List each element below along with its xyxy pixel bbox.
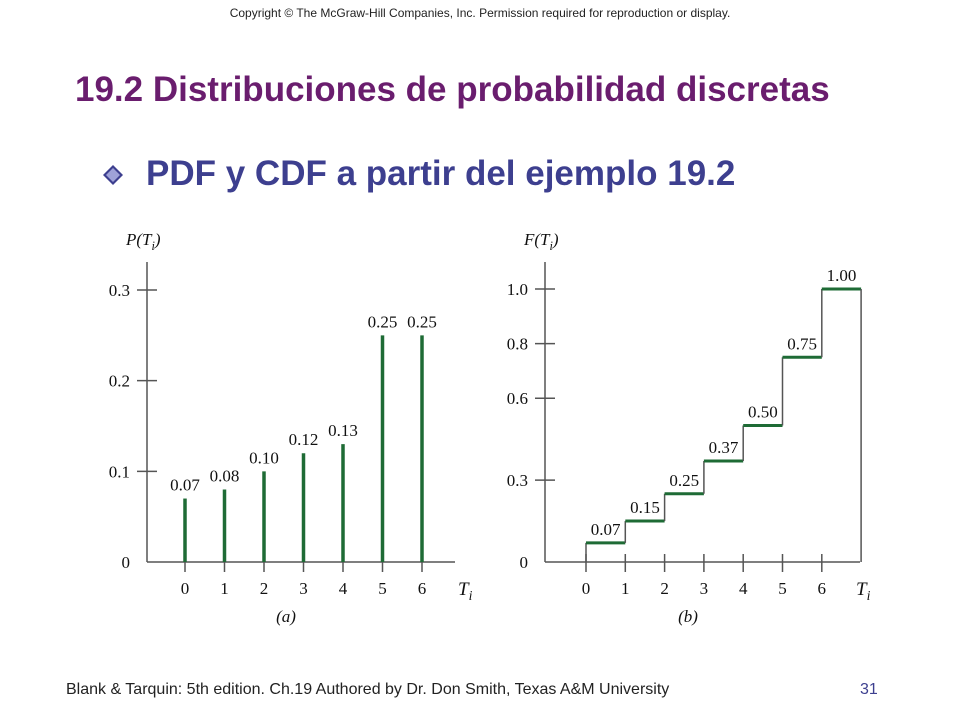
cdf-x-tick-label: 6 (818, 579, 827, 598)
pdf-data-label: 0.25 (407, 312, 437, 331)
pdf-x-axis-label: Ti (458, 579, 473, 603)
pdf-x-tick-label: 3 (299, 579, 308, 598)
pdf-data-label: 0.25 (368, 312, 398, 331)
cdf-x-tick-label: 4 (739, 579, 748, 598)
cdf-y-tick-label: 0.6 (507, 389, 528, 408)
cdf-chart: 00.30.60.81.00 1 2 3 4 5 60.070.150.250.370.50… (507, 230, 871, 626)
cdf-y-tick-label: 1.0 (507, 280, 528, 299)
cdf-data-label: 0.50 (748, 403, 778, 422)
copyright-notice: Copyright © The McGraw-Hill Companies, I… (229, 6, 731, 20)
cdf-data-label: 0.25 (669, 471, 699, 490)
cdf-x-tick-label: 0 (582, 579, 591, 598)
pdf-y-tick-label: 0.1 (109, 462, 130, 481)
cdf-data-label: 0.75 (787, 334, 817, 353)
cdf-x-tick-label: 3 (700, 579, 709, 598)
diamond-bullet-icon (103, 165, 123, 185)
pdf-x-tick-label: 1 (220, 579, 229, 598)
pdf-x-tick-label: 6 (418, 579, 427, 598)
pdf-panel-label: (a) (276, 607, 296, 626)
footer-credit: Blank & Tarquin: 5th edition. Ch.19 Auth… (66, 681, 670, 698)
cdf-data-label: 0.07 (591, 520, 621, 539)
cdf-panel-label: (b) (678, 607, 698, 626)
pdf-data-label: 0.13 (328, 421, 358, 440)
cdf-data-label: 0.37 (709, 438, 739, 457)
page-number: 31 (860, 681, 878, 698)
cdf-x-tick-label: 5 (778, 579, 787, 598)
cdf-x-tick-label: 1 (621, 579, 630, 598)
slide-title: 19.2 Distribuciones de probabilidad disc… (75, 70, 830, 109)
cdf-x-tick-label: 2 (660, 579, 669, 598)
pdf-data-label: 0.08 (210, 466, 240, 485)
pdf-x-tick-label: 0 (181, 579, 190, 598)
cdf-y-tick-label: 0.3 (507, 471, 528, 490)
pdf-data-label: 0.07 (170, 476, 200, 495)
slide-subtitle: PDF y CDF a partir del ejemplo 19.2 (146, 154, 736, 193)
cdf-data-label: 1.00 (827, 266, 857, 285)
pdf-y-tick-label: 0.3 (109, 281, 130, 300)
pdf-y-tick-label: 0 (122, 553, 131, 572)
pdf-x-tick-label: 4 (339, 579, 348, 598)
pdf-x-tick-label: 2 (260, 579, 269, 598)
cdf-x-axis-label: Ti (856, 579, 871, 603)
pdf-y-axis-label: P(Ti) (125, 230, 161, 253)
pdf-x-tick-label: 5 (378, 579, 387, 598)
pdf-chart: 0 0.1 0.2 0.3 0 0.07 1 0.08 2 0.10 3 0.12 4 0.13 5 0.25… (109, 230, 473, 626)
cdf-y-axis-label: F(Ti) (523, 230, 559, 253)
cdf-y-tick-label: 0 (520, 553, 529, 572)
cdf-data-label: 0.15 (630, 498, 660, 517)
pdf-data-label: 0.12 (289, 430, 319, 449)
pdf-data-label: 0.10 (249, 448, 279, 467)
pdf-y-tick-label: 0.2 (109, 372, 130, 391)
cdf-y-tick-label: 0.8 (507, 335, 528, 354)
